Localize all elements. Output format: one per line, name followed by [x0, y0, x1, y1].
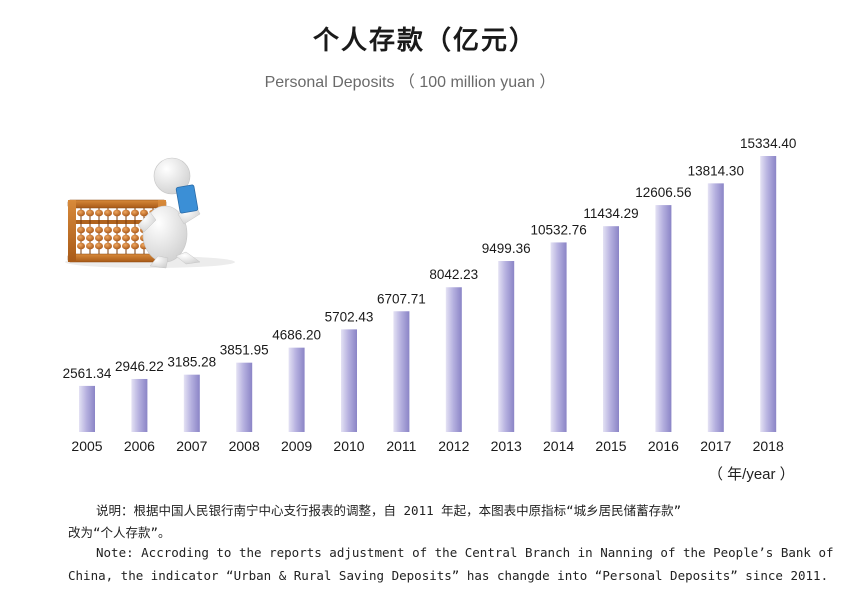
value-label-2013: 9499.36 [482, 241, 531, 256]
value-label-2011: 6707.71 [377, 291, 426, 306]
bar-2015 [603, 226, 619, 432]
chart-subtitle: Personal Deposits （ 100 million yuan ） [264, 74, 556, 91]
value-label-2015: 11434.29 [583, 206, 638, 221]
bar-2005 [79, 385, 95, 432]
value-label-2016: 12606.56 [635, 185, 691, 200]
note-english-line-2: China, the indicator “Urban & Rural Savi… [68, 568, 829, 583]
value-label-2010: 5702.43 [325, 309, 374, 324]
year-label-2006: 2006 [124, 438, 155, 454]
bar-2016 [655, 205, 672, 432]
year-label-2010: 2010 [333, 438, 364, 454]
note-english-line-1: Note: Accroding to the reports adjustmen… [96, 545, 834, 560]
value-label-2008: 3851.95 [220, 343, 269, 358]
value-label-2014: 10532.76 [530, 222, 586, 237]
value-label-2006: 2946.22 [115, 359, 164, 374]
bar-2013 [498, 261, 515, 432]
value-label-2005: 2561.34 [63, 366, 112, 381]
bar-2009 [288, 347, 305, 432]
value-label-2007: 3185.28 [167, 355, 216, 370]
bar-2011 [393, 311, 410, 432]
value-label-2009: 4686.20 [272, 328, 321, 343]
x-axis-unit-label: （ 年/year ） [708, 466, 795, 483]
year-label-2012: 2012 [438, 438, 469, 454]
value-label-2018: 15334.40 [740, 136, 796, 151]
year-labels-group: 2005 2006 2007 2008 2009 2010 2011 2012 2013 2014… [71, 438, 784, 454]
note-chinese-line-1: 说明：根据中国人民银行南宁中心支行报表的调整，自 2011 年起，本图表中原指标… [96, 503, 682, 518]
year-label-2011: 2011 [386, 438, 416, 454]
bar-2006 [131, 378, 148, 432]
year-label-2017: 2017 [700, 438, 731, 454]
person-with-abacus-illustration [65, 157, 235, 269]
year-label-2018: 2018 [753, 438, 784, 454]
year-label-2016: 2016 [648, 438, 679, 454]
year-label-2014: 2014 [543, 438, 574, 454]
bar-2010 [341, 329, 357, 432]
bar-2008 [236, 362, 253, 432]
value-label-2012: 8042.23 [429, 267, 478, 282]
year-label-2005: 2005 [71, 438, 102, 454]
year-label-2015: 2015 [595, 438, 626, 454]
value-label-2017: 13814.30 [688, 163, 744, 178]
bar-2014 [550, 242, 567, 432]
note-chinese-line-2: 改为“个人存款”。 [68, 525, 171, 540]
bar-2007 [183, 374, 200, 432]
bar-2012 [445, 287, 462, 432]
year-label-2009: 2009 [281, 438, 312, 454]
bar-2018 [760, 156, 777, 432]
chart-title: 个人存款（亿元） [312, 26, 537, 56]
bars-group [79, 156, 777, 432]
year-label-2007: 2007 [176, 438, 207, 454]
year-label-2013: 2013 [491, 438, 522, 454]
year-label-2008: 2008 [229, 438, 260, 454]
bar-2017 [707, 183, 724, 432]
